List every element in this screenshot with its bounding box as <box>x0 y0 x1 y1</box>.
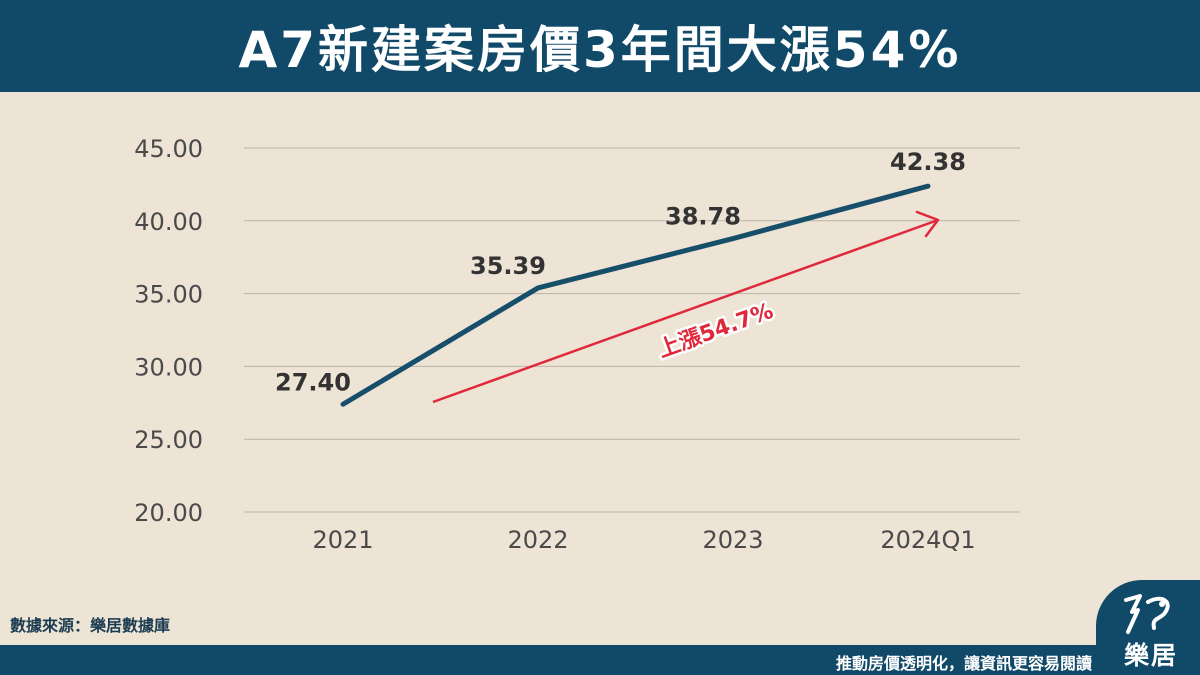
y-tick-label: 40.00 <box>134 208 203 236</box>
y-axis-ticks: 20.00 25.00 30.00 35.00 40.00 45.00 <box>134 135 203 527</box>
data-label: 42.38 <box>890 148 966 176</box>
header-banner: A7新建案房價3年間大漲54% <box>0 0 1200 92</box>
x-tick-label: 2021 <box>312 526 373 554</box>
logo-text: 樂居 <box>1123 641 1178 670</box>
y-tick-label: 30.00 <box>134 353 203 381</box>
chart-grid <box>244 147 1020 513</box>
y-tick-label: 35.00 <box>134 281 203 309</box>
data-labels: 27.40 35.39 38.78 42.38 <box>275 148 966 396</box>
data-label: 27.40 <box>275 368 351 396</box>
trend-arrow-head <box>915 210 940 238</box>
trend-annotation-label: 上漲54.7% <box>655 299 777 363</box>
y-tick-label: 25.00 <box>134 426 203 454</box>
data-label: 35.39 <box>470 252 546 280</box>
brand-logo: 樂居 <box>1096 580 1200 675</box>
x-axis-ticks: 2021 2022 2023 2024Q1 <box>312 526 975 554</box>
x-tick-label: 2023 <box>702 526 763 554</box>
page-title: A7新建案房價3年間大漲54% <box>238 21 962 79</box>
y-tick-label: 45.00 <box>134 135 203 163</box>
data-label: 38.78 <box>665 203 741 231</box>
footer-bar: 推動房價透明化，讓資訊更容易閱讀 <box>0 645 1200 675</box>
y-tick-label: 20.00 <box>134 499 203 527</box>
trend-arrow-line <box>432 218 939 404</box>
x-tick-label: 2022 <box>507 526 568 554</box>
logo-leaf-icon <box>1124 594 1170 634</box>
source-note: 數據來源：樂居數據庫 <box>10 616 171 635</box>
series-line <box>340 183 931 407</box>
x-tick-label: 2024Q1 <box>880 526 975 554</box>
footer-slogan: 推動房價透明化，讓資訊更容易閱讀 <box>835 654 1092 673</box>
series-line-group <box>340 183 931 407</box>
